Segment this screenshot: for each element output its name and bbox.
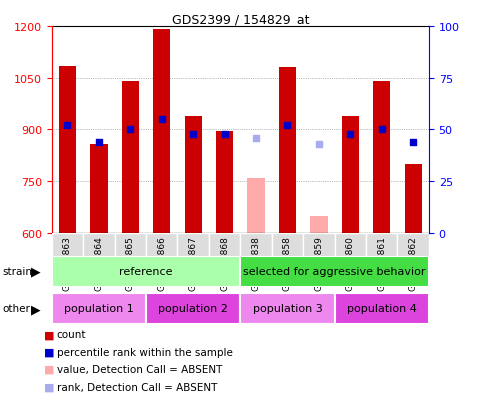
Text: GSM120858: GSM120858	[283, 236, 292, 290]
FancyBboxPatch shape	[241, 233, 272, 281]
Text: GSM120860: GSM120860	[346, 236, 355, 290]
Point	[252, 135, 260, 142]
FancyBboxPatch shape	[146, 293, 240, 324]
FancyBboxPatch shape	[52, 233, 83, 281]
Text: GSM120861: GSM120861	[377, 236, 387, 290]
Text: percentile rank within the sample: percentile rank within the sample	[57, 347, 233, 357]
Text: GSM120862: GSM120862	[409, 236, 418, 290]
Bar	[310, 216, 327, 233]
Text: GSM120865: GSM120865	[126, 236, 135, 290]
Text: GSM120859: GSM120859	[315, 236, 323, 290]
Text: GSM120867: GSM120867	[189, 236, 198, 290]
Text: rank, Detection Call = ABSENT: rank, Detection Call = ABSENT	[57, 382, 217, 392]
Text: count: count	[57, 330, 86, 339]
FancyBboxPatch shape	[240, 256, 429, 287]
FancyBboxPatch shape	[272, 233, 303, 281]
Point	[126, 127, 134, 133]
Text: ■: ■	[44, 364, 55, 374]
Text: ■: ■	[44, 382, 55, 392]
Point	[189, 131, 197, 138]
Point	[158, 116, 166, 123]
FancyBboxPatch shape	[335, 233, 366, 281]
Bar	[90, 145, 107, 233]
Bar	[279, 68, 296, 233]
Text: ▶: ▶	[31, 302, 41, 315]
Title: GDS2399 / 154829_at: GDS2399 / 154829_at	[172, 13, 309, 26]
Text: GSM120864: GSM120864	[94, 236, 104, 290]
Point	[378, 127, 386, 133]
FancyBboxPatch shape	[366, 233, 397, 281]
Bar	[122, 82, 139, 233]
Text: GSM120868: GSM120868	[220, 236, 229, 290]
Point	[221, 131, 229, 138]
Text: selected for aggressive behavior: selected for aggressive behavior	[244, 266, 426, 277]
Point	[315, 141, 323, 148]
Text: other: other	[2, 304, 31, 314]
FancyBboxPatch shape	[240, 293, 335, 324]
FancyBboxPatch shape	[52, 256, 240, 287]
FancyBboxPatch shape	[52, 293, 146, 324]
Text: population 4: population 4	[347, 304, 417, 314]
FancyBboxPatch shape	[83, 233, 114, 281]
Point	[95, 139, 103, 146]
Text: population 1: population 1	[64, 304, 134, 314]
Text: population 2: population 2	[158, 304, 228, 314]
FancyBboxPatch shape	[397, 233, 429, 281]
Bar	[216, 132, 233, 233]
Point	[64, 123, 71, 129]
Text: reference: reference	[119, 266, 173, 277]
Text: ▶: ▶	[31, 265, 41, 278]
Point	[409, 139, 417, 146]
Text: ■: ■	[44, 330, 55, 339]
Bar	[59, 66, 76, 233]
FancyBboxPatch shape	[177, 233, 209, 281]
Bar	[373, 82, 390, 233]
Point	[283, 123, 291, 129]
Text: value, Detection Call = ABSENT: value, Detection Call = ABSENT	[57, 364, 222, 374]
Text: GSM120838: GSM120838	[251, 236, 261, 290]
Bar	[405, 164, 422, 233]
Bar	[342, 116, 359, 233]
FancyBboxPatch shape	[146, 233, 177, 281]
Bar	[184, 116, 202, 233]
Text: GSM120863: GSM120863	[63, 236, 72, 290]
FancyBboxPatch shape	[209, 233, 241, 281]
Bar	[247, 178, 265, 233]
FancyBboxPatch shape	[303, 233, 335, 281]
Point	[347, 131, 354, 138]
Text: ■: ■	[44, 347, 55, 357]
FancyBboxPatch shape	[114, 233, 146, 281]
Text: population 3: population 3	[252, 304, 322, 314]
Bar	[153, 30, 171, 233]
FancyBboxPatch shape	[335, 293, 429, 324]
Text: GSM120866: GSM120866	[157, 236, 166, 290]
Text: strain: strain	[2, 266, 33, 277]
